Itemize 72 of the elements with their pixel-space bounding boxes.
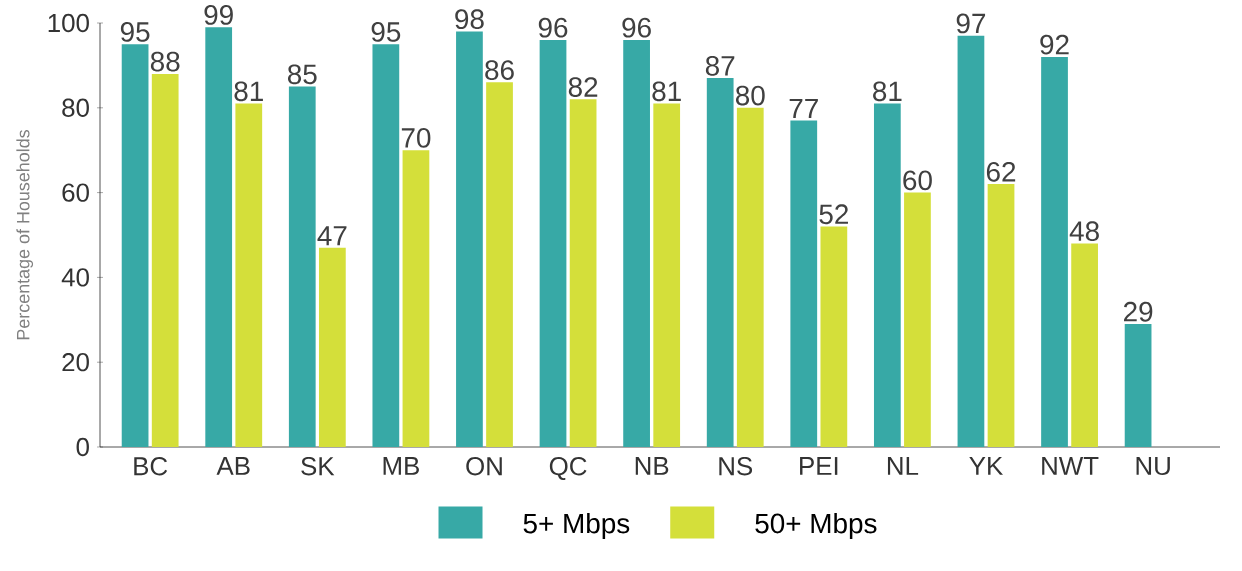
x-tick-label: AB [216,457,250,475]
bar [318,247,346,447]
data-label: 81 [652,81,681,102]
y-tick-label: 20 [62,353,89,372]
bar [1124,324,1152,447]
bar [121,44,149,447]
x-tick-label: BC [134,457,168,476]
bar [569,99,597,447]
x-tick-label: MB [383,457,419,475]
bar [402,150,430,447]
x-tick-label: NU [1136,457,1170,476]
data-label: 95 [120,22,150,42]
y-axis-title: Percentage of Households [16,130,34,340]
bar [456,31,483,447]
data-label: 97 [956,13,986,34]
data-label: 96 [538,17,568,38]
data-label: 47 [317,226,347,246]
data-label: 48 [1069,221,1099,242]
bar [820,226,848,447]
y-tick-label: 40 [61,268,89,287]
bar [1071,243,1098,447]
x-tick-label: SK [301,457,335,476]
legend-label: 5+ Mbps [523,512,630,539]
bar [288,86,316,447]
data-label: 77 [789,98,818,119]
data-label: 96 [622,17,651,38]
bar [904,192,931,447]
bar [987,184,1015,447]
data-label: 81 [234,81,263,102]
bar [653,103,681,447]
bar [372,44,400,447]
x-tick-label: NB [635,457,669,475]
bar [205,27,233,447]
x-tick-label: QC [549,457,587,481]
data-label: 95 [371,22,401,42]
y-tick-label: 0 [76,437,89,457]
bar [957,35,985,447]
x-tick-label: NS [719,457,753,476]
data-label: 81 [873,81,902,102]
data-label: 52 [819,204,848,225]
bar [1041,56,1068,447]
data-label: 85 [287,64,317,85]
data-label: 87 [705,55,735,76]
data-label: 80 [735,85,765,106]
x-tick-label: YK [969,457,1003,475]
bar [151,73,179,447]
data-label: 29 [1123,301,1153,322]
bar [790,120,818,447]
bar [623,39,650,447]
x-tick-label: PEI [800,457,838,475]
y-tick-label: 100 [48,13,89,33]
x-tick-label: NWT [1042,457,1099,475]
data-label: 99 [204,5,233,25]
y-tick-label: 60 [62,183,89,202]
bar [873,103,901,447]
legend-label: 50+ Mbps [755,512,877,539]
data-label: 86 [485,60,514,80]
bar [235,103,263,447]
data-label: 98 [455,9,484,30]
data-label: 88 [150,51,180,72]
bar [539,39,567,447]
data-label: 70 [401,128,431,148]
bar [736,107,764,447]
x-tick-label: NL [887,457,919,475]
y-tick-label: 80 [62,98,89,117]
bar [706,78,734,447]
data-label: 92 [1040,34,1069,55]
bar [486,82,513,447]
data-label: 60 [903,170,932,191]
data-label: 62 [986,161,1016,182]
x-tick-label: ON [466,457,502,476]
data-label: 82 [568,77,598,97]
